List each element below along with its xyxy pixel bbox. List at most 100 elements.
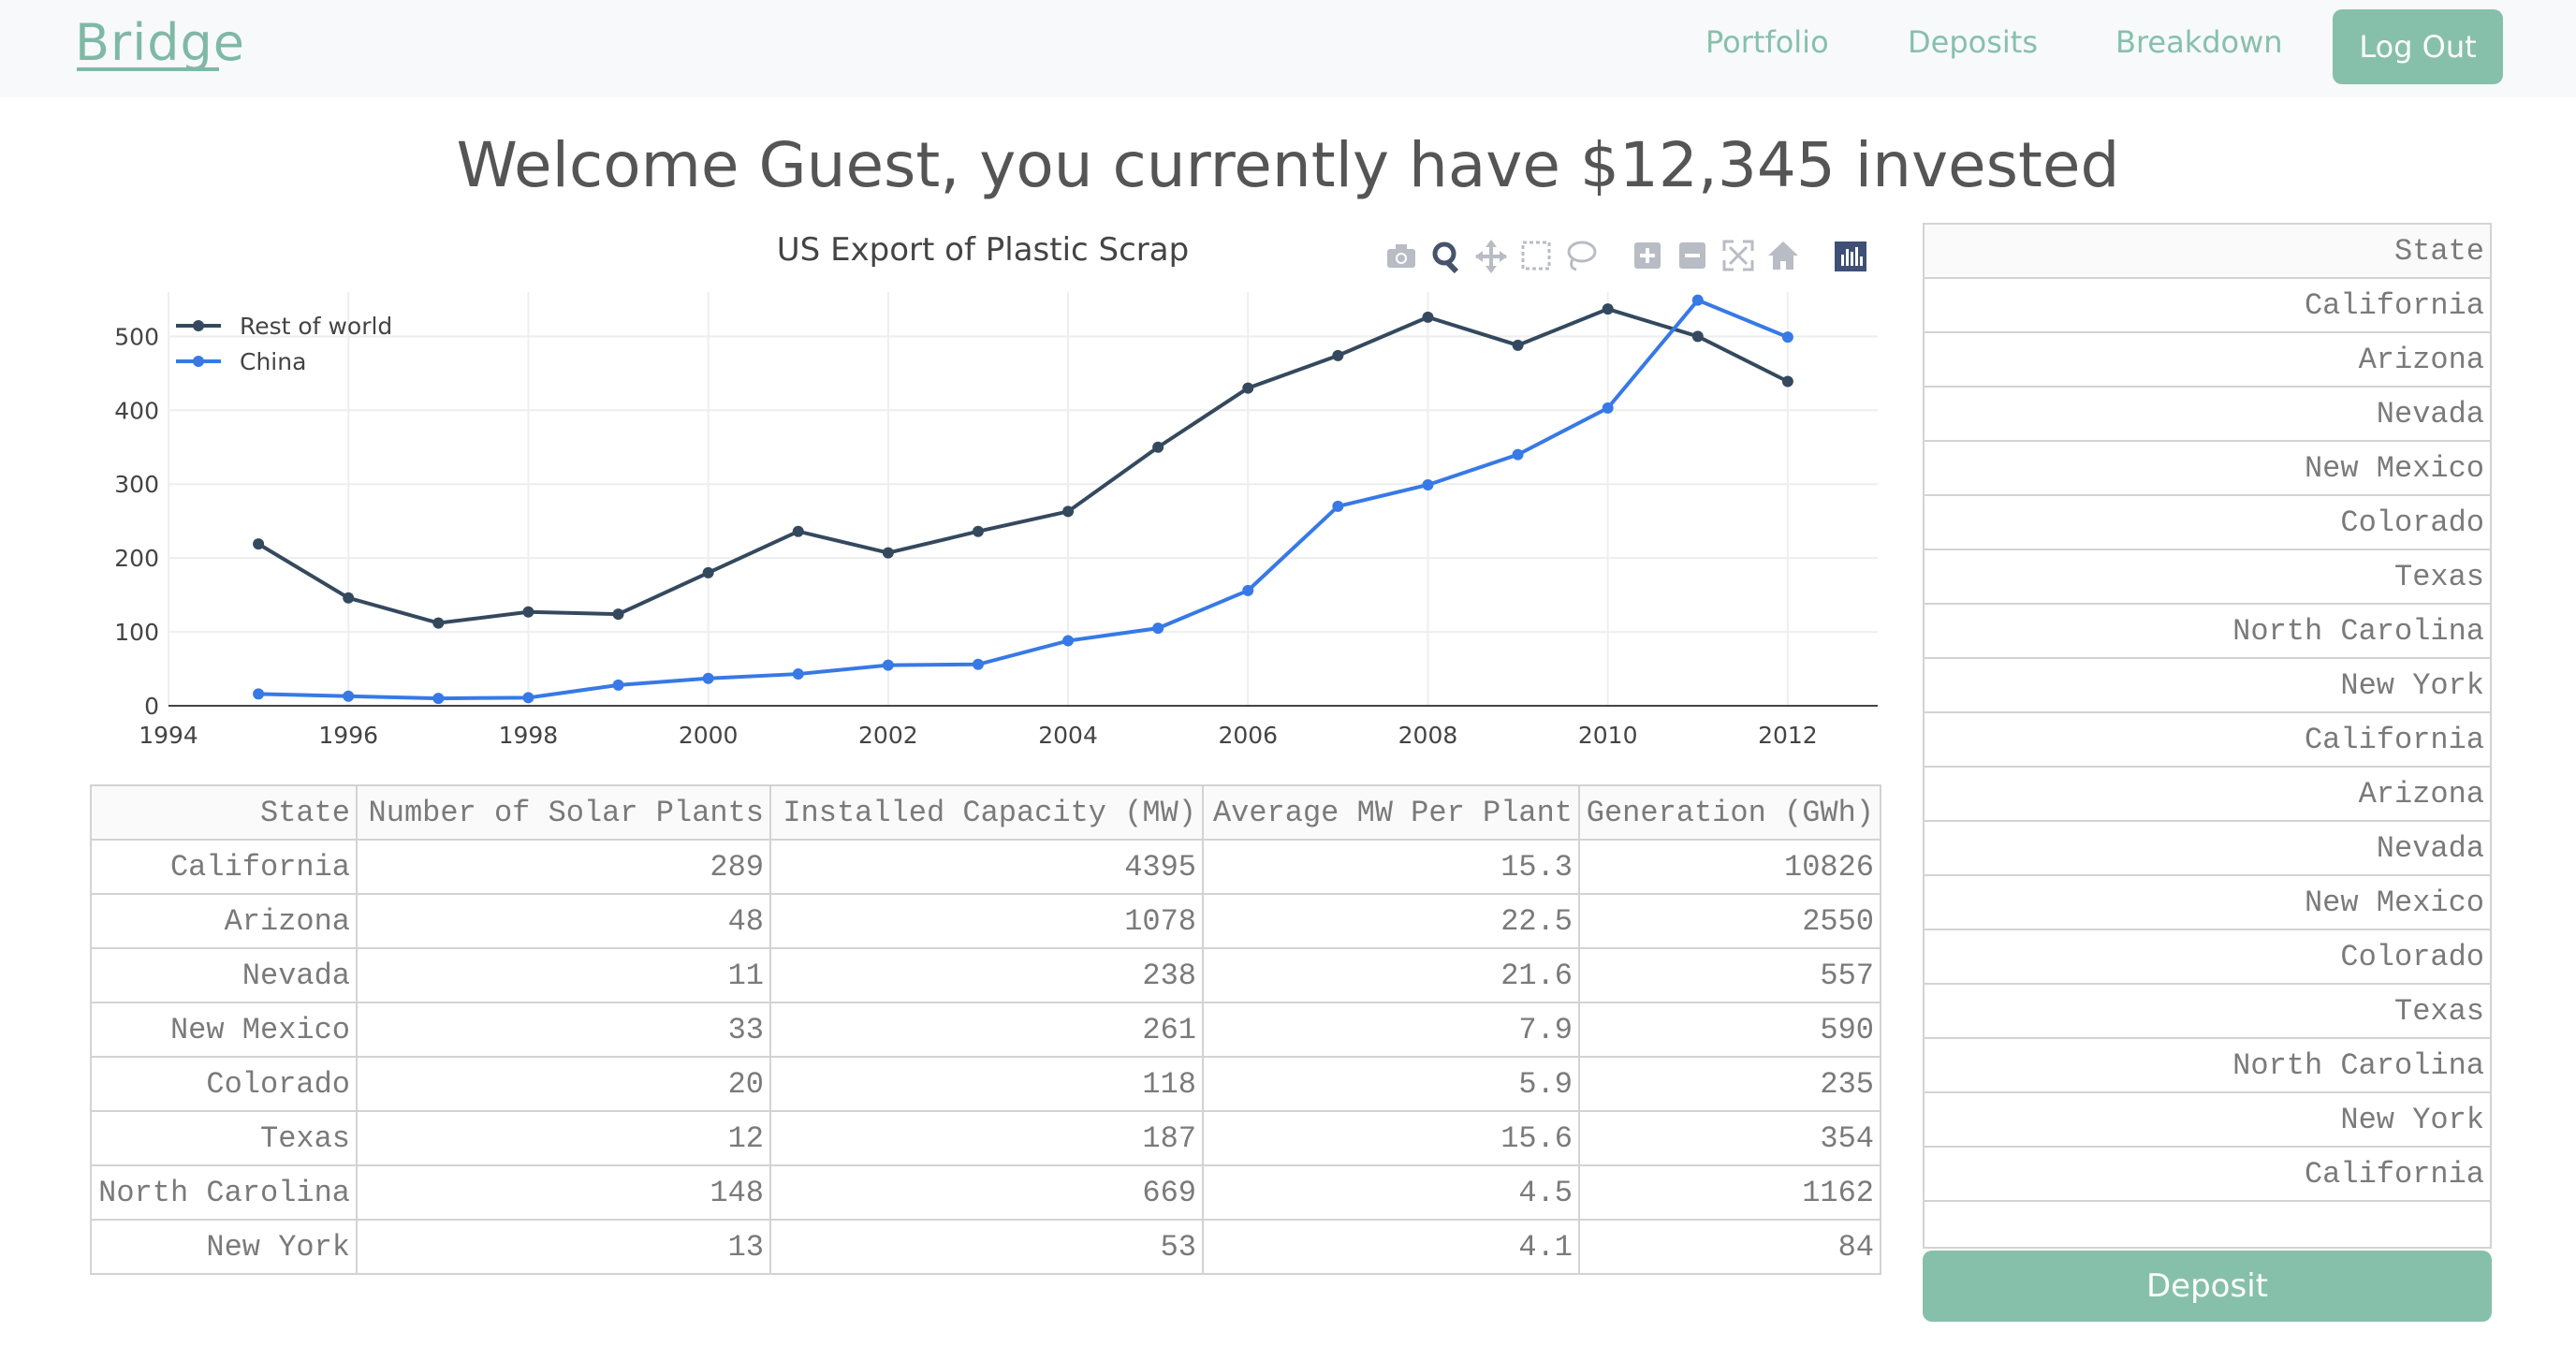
data-point[interactable] — [432, 617, 445, 629]
nav-link-breakdown[interactable]: Breakdown — [2115, 24, 2283, 60]
column-header[interactable]: Installed Capacity (MW) — [769, 784, 1204, 841]
data-point[interactable] — [253, 538, 265, 550]
deposit-button[interactable]: Deposit — [1923, 1251, 2492, 1322]
column-header[interactable]: Generation (GWh) — [1578, 784, 1881, 841]
series-line-1[interactable] — [258, 298, 1789, 701]
legend-label[interactable]: Rest of world — [240, 313, 392, 340]
zoom-in-icon[interactable] — [1634, 242, 1661, 269]
table-cell[interactable]: North Carolina — [90, 1164, 358, 1221]
table-cell[interactable]: 21.6 — [1202, 947, 1580, 1003]
data-point[interactable] — [1781, 375, 1793, 388]
brand-logo[interactable]: Bridge — [75, 13, 246, 72]
plastic-scrap-chart[interactable]: US Export of Plastic Scrap 1994 1996 1998 2… — [90, 217, 1887, 760]
table-cell[interactable]: California — [90, 839, 358, 895]
table-cell[interactable]: New York — [1923, 1091, 2492, 1148]
table-cell[interactable]: 15.6 — [1202, 1110, 1580, 1166]
pan-icon[interactable] — [1475, 240, 1507, 273]
column-header[interactable]: State — [90, 784, 358, 841]
data-point[interactable] — [702, 672, 714, 684]
table-cell[interactable]: 48 — [356, 893, 771, 949]
data-point[interactable] — [972, 525, 984, 537]
table-cell[interactable]: North Carolina — [1923, 603, 2492, 659]
table-cell[interactable]: 7.9 — [1202, 1002, 1580, 1058]
table-cell[interactable]: California — [1923, 711, 2492, 768]
table-cell[interactable]: New Mexico — [1923, 440, 2492, 496]
table-cell[interactable]: 4.5 — [1202, 1164, 1580, 1221]
series-line-0[interactable] — [257, 307, 1789, 625]
table-cell[interactable]: 15.3 — [1202, 839, 1580, 895]
data-point[interactable] — [1422, 479, 1434, 491]
table-cell[interactable]: 669 — [769, 1164, 1204, 1221]
table-cell[interactable] — [1923, 1200, 2492, 1247]
table-cell[interactable]: Nevada — [1923, 820, 2492, 876]
zoom-icon[interactable] — [1432, 241, 1459, 274]
table-cell[interactable]: Texas — [90, 1110, 358, 1166]
table-cell[interactable]: Nevada — [1923, 386, 2492, 442]
table-cell[interactable]: 22.5 — [1202, 893, 1580, 949]
table-cell[interactable]: 13 — [356, 1219, 771, 1275]
table-cell[interactable]: Nevada — [90, 947, 358, 1003]
table-cell[interactable]: 590 — [1578, 1002, 1881, 1058]
table-cell[interactable]: 33 — [356, 1002, 771, 1058]
data-point[interactable] — [1152, 441, 1164, 453]
data-point[interactable] — [1691, 330, 1704, 343]
table-cell[interactable]: 1162 — [1578, 1164, 1881, 1221]
table-cell[interactable]: Colorado — [1923, 929, 2492, 985]
table-cell[interactable]: Colorado — [1923, 494, 2492, 550]
data-point[interactable] — [702, 566, 714, 578]
lasso-icon[interactable] — [1567, 241, 1597, 271]
table-cell[interactable]: Arizona — [1923, 331, 2492, 388]
reset-axes-icon[interactable] — [1768, 241, 1798, 270]
table-cell[interactable]: 2550 — [1578, 893, 1881, 949]
table-cell[interactable]: 11 — [356, 947, 771, 1003]
table-cell[interactable]: Arizona — [1923, 766, 2492, 822]
data-point[interactable] — [1691, 294, 1704, 306]
data-point[interactable] — [522, 692, 534, 704]
table-cell[interactable]: 557 — [1578, 947, 1881, 1003]
table-cell[interactable]: 187 — [769, 1110, 1204, 1166]
data-point[interactable] — [432, 693, 445, 705]
data-point[interactable] — [792, 668, 804, 680]
column-header[interactable]: State — [1923, 223, 2492, 279]
data-point[interactable] — [253, 688, 265, 700]
table-cell[interactable]: Arizona — [90, 893, 358, 949]
data-point[interactable] — [1242, 382, 1254, 394]
table-cell[interactable]: 148 — [356, 1164, 771, 1221]
data-point[interactable] — [792, 525, 804, 537]
table-cell[interactable]: 289 — [356, 839, 771, 895]
nav-link-deposits[interactable]: Deposits — [1908, 24, 2038, 60]
table-cell[interactable]: 12 — [356, 1110, 771, 1166]
data-point[interactable] — [972, 658, 984, 670]
data-point[interactable] — [1512, 448, 1524, 461]
column-header[interactable]: Average MW Per Plant — [1202, 784, 1580, 841]
table-cell[interactable]: California — [1923, 1146, 2492, 1202]
data-point[interactable] — [343, 690, 355, 702]
table-cell[interactable]: 118 — [769, 1056, 1204, 1112]
table-cell[interactable]: 20 — [356, 1056, 771, 1112]
table-cell[interactable]: New Mexico — [1923, 874, 2492, 930]
data-point[interactable] — [612, 679, 624, 691]
legend-label[interactable]: China — [240, 348, 306, 375]
data-point[interactable] — [1062, 505, 1075, 518]
table-cell[interactable]: 235 — [1578, 1056, 1881, 1112]
column-header[interactable]: Number of Solar Plants — [356, 784, 771, 841]
table-cell[interactable]: 4.1 — [1202, 1219, 1580, 1275]
table-cell[interactable]: 84 — [1578, 1219, 1881, 1275]
data-point[interactable] — [1781, 331, 1793, 344]
data-point[interactable] — [1152, 622, 1164, 635]
table-cell[interactable]: 5.9 — [1202, 1056, 1580, 1112]
data-point[interactable] — [1062, 635, 1075, 647]
table-cell[interactable]: 1078 — [769, 893, 1204, 949]
data-point[interactable] — [1602, 303, 1614, 315]
table-cell[interactable]: 238 — [769, 947, 1204, 1003]
table-cell[interactable]: New Mexico — [90, 1002, 358, 1058]
table-cell[interactable]: New York — [90, 1219, 358, 1275]
table-cell[interactable]: 4395 — [769, 839, 1204, 895]
table-cell[interactable]: 10826 — [1578, 839, 1881, 895]
table-cell[interactable]: California — [1923, 277, 2492, 333]
table-cell[interactable]: Colorado — [90, 1056, 358, 1112]
data-point[interactable] — [882, 547, 894, 559]
logout-button[interactable]: Log Out — [2333, 9, 2503, 84]
table-cell[interactable]: Texas — [1923, 983, 2492, 1039]
state-list-panel[interactable]: State California Arizona Nevada New Mexico C… — [1923, 223, 2492, 1249]
